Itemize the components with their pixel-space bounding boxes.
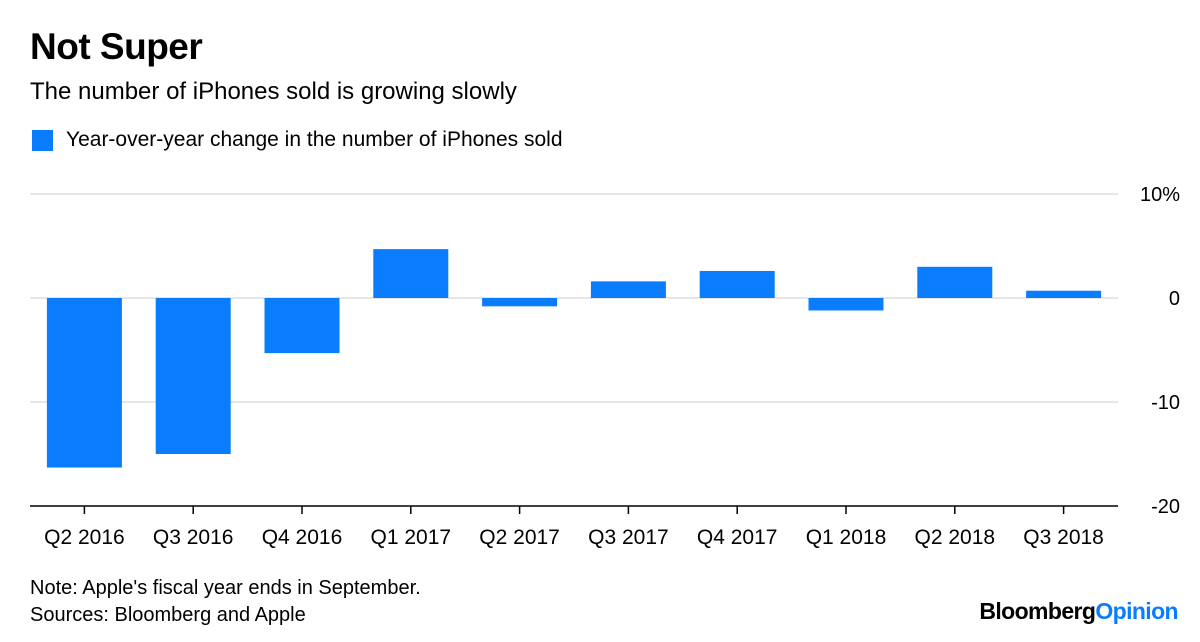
x-tick-label: Q3 2017 bbox=[588, 526, 669, 549]
x-tick-label: Q1 2017 bbox=[371, 526, 452, 549]
bar-q3-2016 bbox=[155, 298, 231, 454]
y-tick-label: 10% bbox=[1140, 184, 1180, 206]
brand-main: Bloomberg bbox=[979, 598, 1096, 624]
footnote: Note: Apple's fiscal year ends in Septem… bbox=[30, 575, 421, 629]
chart-title: Not Super bbox=[30, 26, 203, 67]
chart-subtitle: The number of iPhones sold is growing sl… bbox=[30, 78, 517, 105]
legend-label: Year-over-year change in the number of i… bbox=[66, 128, 563, 151]
bar-q3-2017 bbox=[590, 281, 666, 298]
x-tick-label: Q2 2017 bbox=[479, 526, 560, 549]
x-tick-label: Q2 2016 bbox=[44, 526, 125, 549]
legend-swatch bbox=[32, 129, 53, 151]
y-tick-label: -20 bbox=[1151, 496, 1180, 518]
sources-text: Sources: Bloomberg and Apple bbox=[30, 604, 306, 626]
x-tick-label: Q4 2016 bbox=[262, 526, 343, 549]
bar-q2-2017 bbox=[482, 298, 558, 307]
bar-q2-2018 bbox=[917, 266, 993, 298]
x-tick-label: Q1 2018 bbox=[806, 526, 887, 549]
bloomberg-opinion-logo: BloombergOpinion bbox=[979, 598, 1178, 625]
bar-q2-2016 bbox=[46, 298, 122, 468]
bar-q4-2016 bbox=[264, 298, 340, 354]
note-text: Note: Apple's fiscal year ends in Septem… bbox=[30, 577, 421, 599]
legend: Year-over-year change in the number of i… bbox=[32, 128, 563, 152]
y-tick-label: -10 bbox=[1151, 392, 1180, 414]
bar-q3-2018 bbox=[1026, 290, 1102, 298]
brand-accent: Opinion bbox=[1095, 598, 1178, 624]
bar-q1-2018 bbox=[808, 298, 884, 311]
bar-q4-2017 bbox=[699, 270, 775, 298]
bars bbox=[46, 249, 1102, 468]
bar-q1-2017 bbox=[373, 249, 449, 298]
x-axis: Q2 2016 Q3 2016 Q4 2016 Q1 2017 Q2 2017 Q3 20… bbox=[30, 505, 1118, 549]
x-tick-label: Q3 2016 bbox=[153, 526, 234, 549]
y-tick-label: 0 bbox=[1169, 288, 1180, 310]
x-tick-label: Q3 2018 bbox=[1023, 526, 1104, 549]
x-tick-label: Q4 2017 bbox=[697, 526, 778, 549]
y-axis-labels: 10% 0 -10 -20 bbox=[1140, 184, 1180, 518]
x-tick-label: Q2 2018 bbox=[915, 526, 996, 549]
